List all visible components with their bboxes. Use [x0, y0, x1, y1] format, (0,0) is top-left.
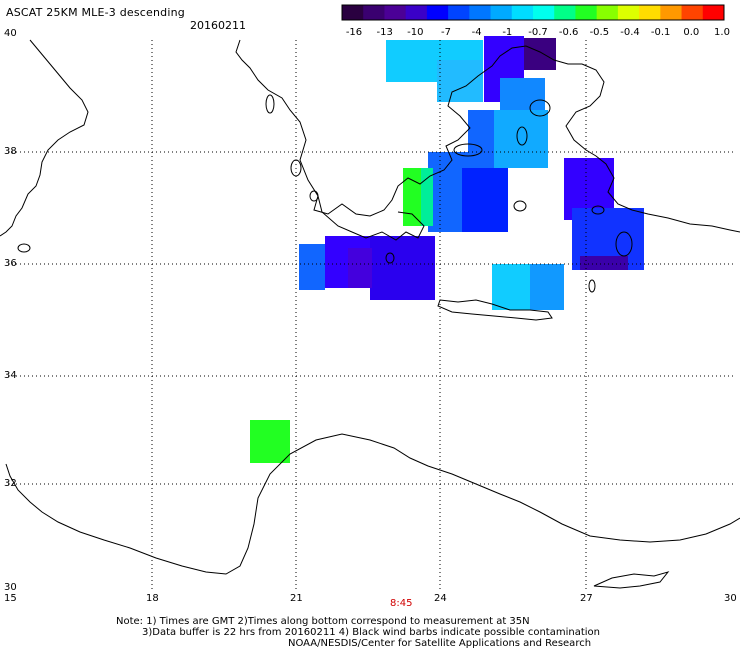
island-corfu: [265, 94, 275, 114]
colorbar-swatch: [490, 5, 513, 20]
lon-label: 30: [724, 593, 737, 604]
data-cell: [403, 168, 421, 226]
islands: [17, 94, 633, 293]
island-sicily-edge: [17, 243, 31, 253]
data-cell: [421, 168, 433, 226]
coastlines: [0, 39, 740, 589]
lat-label: 30: [4, 582, 17, 593]
coastline-cyprus: [593, 571, 670, 589]
data-cell: [524, 38, 556, 70]
colorbar-swatch: [639, 5, 661, 20]
island-kos: [591, 205, 605, 215]
colorbar-swatch: [405, 5, 428, 20]
lon-label: 15: [4, 593, 17, 604]
colorbar-swatch: [554, 5, 576, 20]
island-chios: [516, 126, 528, 146]
colorbar-swatch: [448, 5, 470, 20]
data-cell: [437, 60, 483, 102]
lon-label: 24: [434, 593, 447, 604]
colorbar-tick-label: -0.6: [559, 27, 579, 38]
footer-credit: NOAA/NESDIS/Center for Satellite Applica…: [288, 638, 592, 649]
data-cell: [580, 256, 628, 270]
coastline-crete: [437, 299, 553, 321]
colorbar-swatch: [575, 5, 598, 20]
colorbar-swatch: [342, 5, 364, 20]
coastline-turkey: [565, 63, 740, 233]
colorbar-swatch: [363, 5, 385, 20]
map-date: 20160211: [190, 19, 246, 32]
colorbar-swatch: [511, 5, 534, 20]
colorbar-swatch: [533, 5, 555, 20]
colorbar: -16 -13 -10 -7 -4 -1 -0.7 -0.6 -0.5 -0.4 -0.1 0.0 1.…: [341, 4, 730, 38]
footer-note-line1: Note: 1) Times are GMT 2)Times along bot…: [116, 616, 530, 627]
coastline-libya-egypt: [5, 433, 740, 575]
data-cell: [299, 244, 325, 290]
lat-label: 36: [4, 258, 17, 269]
island-karpathos: [588, 279, 596, 293]
data-cell: [500, 78, 545, 114]
lon-label: 21: [290, 593, 303, 604]
data-cell: [492, 264, 530, 310]
data-cell: [530, 264, 564, 310]
coastline-balkans: [235, 39, 582, 217]
lon-label: 27: [580, 593, 593, 604]
colorbar-tick-label: -7: [441, 27, 451, 38]
colorbar-swatch: [681, 5, 704, 20]
island-kythira: [385, 252, 395, 264]
colorbar-tick-label: -10: [407, 27, 423, 38]
island-naxos: [513, 200, 527, 212]
footer-note-line2: 3)Data buffer is 22 hrs from 20160211 4)…: [142, 627, 600, 638]
graticule: [8, 40, 736, 592]
island-rhodes: [615, 231, 633, 257]
colorbar-tick-label: -4: [472, 27, 482, 38]
data-cell: [250, 420, 290, 463]
colorbar-tick-label: 1.0: [714, 27, 730, 38]
colorbar-tick-label: -1: [502, 27, 512, 38]
coastline-italy: [0, 39, 89, 237]
colorbar-swatch: [384, 5, 407, 20]
colorbar-swatch: [426, 5, 449, 20]
map-title: ASCAT 25KM MLE-3 descending: [6, 6, 185, 19]
colorbar-swatch: [596, 5, 619, 20]
island-euboea: [453, 143, 483, 157]
wind-data-swaths: [250, 36, 644, 463]
colorbar-swatch: [617, 5, 640, 20]
colorbar-swatch: [660, 5, 683, 20]
lat-label: 34: [4, 370, 17, 381]
coastline-peloponnese: [317, 195, 425, 241]
colorbar-tick-label: -13: [376, 27, 392, 38]
island-lesbos: [529, 99, 551, 117]
data-cell: [348, 248, 372, 288]
colorbar-tick-label: -0.5: [590, 27, 610, 38]
data-cell: [370, 236, 435, 300]
axis-labels: 40 38 36 34 32 30 15 18 21 24 27 30: [4, 28, 737, 604]
colorbar-tick-label: -16: [346, 27, 362, 38]
lat-label: 32: [4, 478, 17, 489]
lon-label: 18: [146, 593, 159, 604]
lat-label: 40: [4, 28, 17, 39]
data-cell: [462, 168, 508, 232]
colorbar-tick-label: -0.4: [620, 27, 640, 38]
colorbar-tick-label: 0.0: [683, 27, 699, 38]
colorbar-tick-label: -0.7: [528, 27, 548, 38]
colorbar-swatch: [702, 5, 725, 20]
island-zakynthos: [309, 190, 319, 202]
colorbar-tick-label: -0.1: [651, 27, 671, 38]
colorbar-swatch: [469, 5, 492, 20]
time-marker: 8:45: [390, 598, 413, 609]
lat-label: 38: [4, 146, 17, 157]
data-cell: [468, 110, 494, 168]
